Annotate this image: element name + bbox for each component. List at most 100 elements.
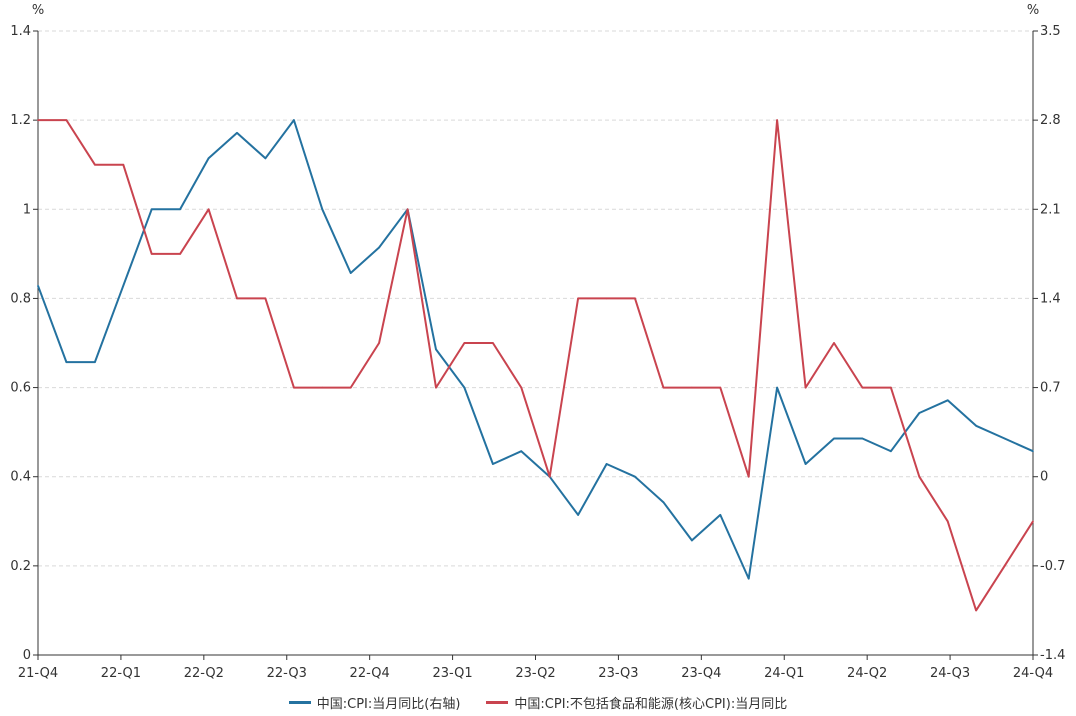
cpi-point (747, 577, 750, 580)
left-tick-label: 1.2 (10, 113, 31, 128)
core-cpi-point (520, 386, 523, 389)
core-cpi-point (634, 297, 636, 300)
x-tick-label: 21-Q4 (18, 666, 58, 681)
core-cpi-point (946, 520, 949, 523)
core-cpi-point (605, 297, 608, 300)
cpi-point (719, 514, 722, 516)
core-cpi-point (264, 297, 267, 300)
core-cpi-point (37, 119, 39, 121)
cpi-point (378, 246, 380, 249)
cpi-point (236, 132, 238, 134)
right-tick-label: 0 (1040, 470, 1048, 485)
core-cpi-point (1003, 565, 1006, 567)
left-tick-label: 0.8 (10, 291, 31, 306)
core-cpi-point (150, 253, 153, 255)
cpi-point (804, 463, 807, 465)
left-tick-label: 0.4 (10, 470, 31, 485)
right-tick-label: -1.4 (1040, 648, 1065, 663)
left-tick-label: 1 (23, 202, 31, 217)
left-tick-label: 0.2 (10, 559, 31, 574)
x-tick-label: 22-Q4 (350, 666, 390, 681)
right-axis-unit: % (1027, 3, 1039, 18)
cpi-point (833, 437, 835, 440)
right-tick-label: -0.7 (1040, 559, 1065, 574)
cpi-point (150, 208, 153, 211)
right-tick-label: 2.1 (1040, 202, 1061, 217)
legend-swatch-cpi (288, 700, 311, 704)
cpi-point (463, 386, 466, 389)
cpi-line (37, 119, 1034, 580)
core-cpi-point (719, 386, 722, 389)
cpi-point (207, 157, 210, 160)
x-tick-label: 24-Q3 (930, 666, 970, 681)
cpi-point (37, 284, 39, 287)
right-tick-label: 3.5 (1040, 24, 1061, 39)
legend-swatch-core-cpi (486, 700, 509, 704)
x-tick-label: 22-Q2 (184, 666, 224, 681)
cpi-point (94, 361, 96, 363)
core-cpi-point (975, 609, 977, 612)
core-cpi-point (463, 342, 466, 344)
cpi-point (776, 386, 778, 389)
x-tick-label: 23-Q3 (598, 666, 638, 681)
left-tick-label: 0 (23, 648, 31, 663)
cpi-point (1003, 437, 1006, 440)
cpi-point (662, 501, 665, 503)
cpi-point (918, 412, 921, 414)
cpi-point (264, 157, 267, 160)
core-cpi-point (548, 475, 551, 478)
legend-item-core-cpi[interactable]: 中国:CPI:不包括食品和能源(核心CPI):当月同比 (486, 693, 787, 712)
series-lines (37, 119, 1034, 612)
core-cpi-point (691, 386, 693, 389)
core-cpi-point (378, 342, 380, 344)
core-cpi-point (861, 386, 864, 389)
core-cpi-point (406, 208, 409, 211)
right-tick-label: 1.4 (1040, 291, 1061, 306)
grid-lines (38, 30, 1033, 567)
core-cpi-point (122, 163, 125, 166)
cpi-point (435, 348, 437, 351)
cpi-point (520, 450, 523, 453)
core-cpi-point (179, 253, 181, 255)
right-tick-label: 2.8 (1040, 113, 1061, 128)
core-cpi-point (747, 475, 750, 478)
core-cpi-point (321, 386, 324, 389)
tick-labels: 0 0.2 0.4 0.6 0.8 1 1.2 1.4 -1.4 -0.7 0 0.7 1.4 2.1 2.… (10, 3, 1065, 681)
cpi-point (605, 463, 608, 465)
chart-area: 0 0.2 0.4 0.6 0.8 1 1.2 1.4 -1.4 -0.7 0 0.7 1.4 2.1 2.… (10, 3, 1065, 681)
cpi-point (691, 539, 693, 542)
x-tick-label: 24-Q4 (1013, 666, 1053, 681)
cpi-point (1032, 450, 1034, 453)
x-tick-label: 23-Q2 (515, 666, 555, 681)
left-tick-label: 0.6 (10, 381, 31, 396)
axes (33, 30, 1038, 660)
x-tick-label: 24-Q2 (847, 666, 887, 681)
core-cpi-point (65, 119, 68, 121)
core-cpi-point (577, 297, 579, 300)
core-cpi-point (207, 208, 210, 211)
cpi-point (349, 272, 352, 274)
cpi-point (861, 437, 864, 440)
core-cpi-point (662, 386, 665, 389)
cpi-point (492, 463, 494, 465)
core-cpi-line (38, 119, 1034, 612)
core-cpi-point (1032, 520, 1034, 523)
core-cpi-point (890, 386, 892, 389)
cpi-point (634, 475, 636, 478)
core-cpi-point (236, 297, 238, 300)
right-tick-label: 0.7 (1040, 381, 1061, 396)
cpi-point (321, 208, 324, 211)
core-cpi-point (804, 386, 807, 389)
core-cpi-point (293, 386, 295, 389)
legend-item-cpi[interactable]: 中国:CPI:当月同比(右轴) (288, 693, 460, 712)
legend-label-core-cpi: 中国:CPI:不包括食品和能源(核心CPI):当月同比 (514, 696, 788, 712)
x-tick-label: 22-Q3 (267, 666, 307, 681)
core-cpi-point (492, 342, 494, 344)
x-tick-label: 24-Q1 (764, 666, 804, 681)
x-tick-label: 23-Q1 (432, 666, 472, 681)
cpi-point (946, 399, 949, 402)
cpi-point (577, 514, 579, 516)
cpi-point (890, 450, 892, 453)
cpi-point (293, 119, 295, 121)
left-tick-label: 1.4 (10, 24, 31, 39)
